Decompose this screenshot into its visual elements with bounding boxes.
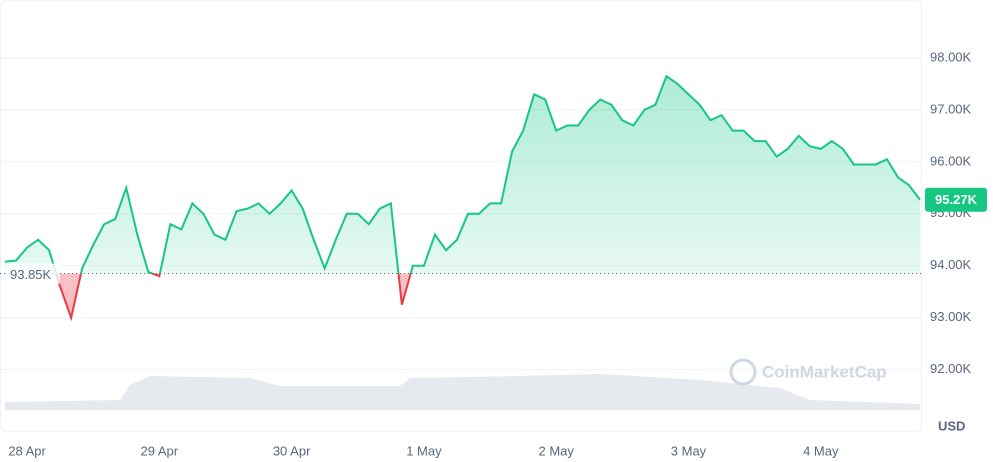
x-tick-label: 28 Apr	[8, 443, 46, 458]
price-tag	[925, 187, 987, 212]
area-above	[5, 76, 920, 274]
price-tag-label: 95.27K	[935, 192, 978, 207]
x-tick-label: 1 May	[406, 443, 442, 458]
y-tick-label: 92.00K	[930, 361, 972, 376]
baseline-label-bg	[6, 263, 60, 284]
plot-frame	[0, 0, 922, 432]
x-tick-label: 4 May	[803, 443, 839, 458]
price-line	[4, 74, 921, 274]
volume-band	[5, 374, 920, 410]
y-tick-label: 98.00K	[930, 49, 972, 64]
x-tick-label: 30 Apr	[273, 443, 311, 458]
y-tick-label: 96.00K	[930, 153, 972, 168]
watermark: CoinMarketCap	[729, 358, 887, 386]
y-tick-label: 93.00K	[930, 309, 972, 324]
x-tick-label: 3 May	[671, 443, 707, 458]
watermark-text: CoinMarketCap	[762, 362, 887, 381]
y-tick-label: 94.00K	[930, 257, 972, 272]
price-line-below	[55, 273, 412, 322]
x-tick-label: 2 May	[539, 443, 575, 458]
baseline-label: 93.85K	[10, 267, 52, 282]
currency-label: USD	[938, 418, 965, 433]
x-tick-label: 29 Apr	[141, 443, 179, 458]
y-tick-label: 97.00K	[930, 101, 972, 116]
